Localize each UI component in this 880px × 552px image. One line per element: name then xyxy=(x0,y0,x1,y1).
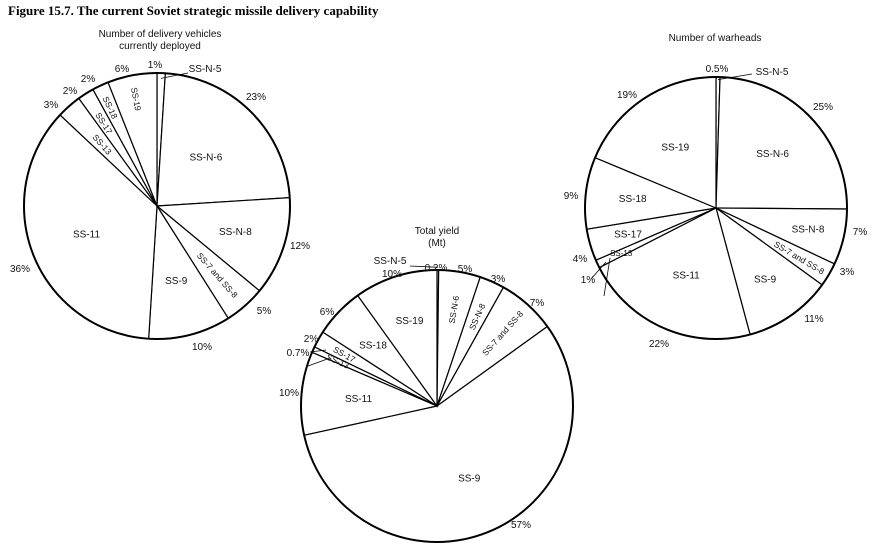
warheads-pct-ss-n-6: 25% xyxy=(813,102,833,113)
vehicles-label-ss-n-8: SS-N-8 xyxy=(219,227,252,238)
warheads-label-ss-n-5: SS-N-5 xyxy=(756,67,789,78)
vehicles-pct-ss-11: 36% xyxy=(10,264,30,275)
chart-title-warheads: Number of warheads xyxy=(669,33,762,44)
yield-pct-ss-17: 2% xyxy=(304,334,319,345)
chart-title-vehicles-line2: currently deployed xyxy=(119,41,201,52)
vehicles-pct-ss-18: 2% xyxy=(81,74,96,85)
warheads-pct-ss-n-8: 7% xyxy=(853,227,868,238)
warheads-label-ss-17: SS-17 xyxy=(614,229,642,240)
warheads-leader-ss-13 xyxy=(603,257,611,297)
vehicles-pct-ss-7-and-ss-8: 5% xyxy=(257,306,272,317)
chart-title-yield-line1: Total yield xyxy=(415,226,459,237)
vehicles-pct-ss-17: 2% xyxy=(63,86,78,97)
yield-pct-ss-7-and-ss-8: 7% xyxy=(530,298,545,309)
warheads-label-ss-9: SS-9 xyxy=(754,275,777,286)
chart-title-vehicles-line1: Number of delivery vehicles xyxy=(99,29,222,40)
warheads-pie-outline xyxy=(584,76,848,340)
warheads-pct-ss-9: 11% xyxy=(804,314,823,325)
yield-pie-outline xyxy=(300,269,574,543)
figure-title: Figure 15.7. The current Soviet strategi… xyxy=(8,3,379,18)
yield-leader-ss-13 xyxy=(307,357,331,367)
yield-pct-ss-n-8: 3% xyxy=(491,274,506,285)
yield-label-ss-n-6: SS-N-6 xyxy=(447,295,462,324)
warheads-label-ss-13: SS-13 xyxy=(610,249,633,258)
yield-pct-ss-9: 57% xyxy=(511,520,531,531)
warheads-label-ss-n-6: SS-N-6 xyxy=(756,149,789,160)
vehicles-pct-ss-19: 6% xyxy=(115,64,130,75)
yield-label-ss-9: SS-9 xyxy=(458,474,481,485)
warheads-pct-ss-17: 4% xyxy=(573,254,588,265)
yield-label-ss-18: SS-18 xyxy=(359,341,387,352)
vehicles-label-ss-19: SS-19 xyxy=(129,86,143,111)
yield-label-ss-19: SS-19 xyxy=(396,316,424,327)
warheads-pct-ss-n-5: 0.5% xyxy=(706,64,729,75)
vehicles-pct-ss-n-6: 23% xyxy=(246,92,266,103)
warheads-label-ss-19: SS-19 xyxy=(661,143,689,154)
warheads-label-ss-n-8: SS-N-8 xyxy=(792,225,825,236)
warheads-slice-ss-n-6 xyxy=(715,76,848,210)
warheads-pct-ss-7-and-ss-8: 3% xyxy=(840,267,855,278)
yield-leader-ss-n-5 xyxy=(409,265,438,268)
vehicles-label-ss-n-6: SS-N-6 xyxy=(190,153,223,164)
warheads-pct-ss-13: 1% xyxy=(581,275,596,286)
vehicles-pie-outline xyxy=(23,72,291,340)
vehicles-pct-ss-n-5: 1% xyxy=(148,60,163,71)
vehicles-pct-ss-9: 10% xyxy=(192,342,212,353)
yield-leader-ss-17-pct xyxy=(309,349,327,353)
chart-title-yield-line2: (Mt) xyxy=(428,238,446,249)
warheads-leader-ss-n-5 xyxy=(717,73,753,80)
warheads-pct-ss-19: 19% xyxy=(617,90,637,101)
yield-pct-ss-n-6: 5% xyxy=(458,264,473,275)
warheads-label-ss-18: SS-18 xyxy=(619,194,647,205)
warheads-label-ss-11: SS-11 xyxy=(673,271,700,282)
vehicles-leader-ss-n-5 xyxy=(160,72,189,79)
warheads-pct-ss-11: 22% xyxy=(649,339,669,350)
vehicles-slice-ss-n-6 xyxy=(156,72,291,207)
yield-pct-ss-19: 10% xyxy=(382,269,402,280)
warheads-leader-ss-17 xyxy=(590,261,607,280)
yield-pct-ss-11: 10% xyxy=(279,388,299,399)
vehicles-pct-ss-n-8: 12% xyxy=(290,241,310,252)
yield-pct-ss-18: 6% xyxy=(320,307,335,318)
vehicles-label-ss-n-5: SS-N-5 xyxy=(189,64,222,75)
vehicles-pct-ss-13: 3% xyxy=(44,100,59,111)
yield-label-ss-n-5: SS-N-5 xyxy=(374,256,407,267)
yield-pct-ss-13: 0.7% xyxy=(287,348,310,359)
yield-label-ss-11: SS-11 xyxy=(345,394,372,405)
vehicles-label-ss-11: SS-11 xyxy=(73,229,100,240)
warheads-pct-ss-18: 9% xyxy=(564,191,579,202)
vehicles-label-ss-9: SS-9 xyxy=(165,276,188,287)
yield-pct-ss-n-5: 0.2% xyxy=(425,263,448,274)
